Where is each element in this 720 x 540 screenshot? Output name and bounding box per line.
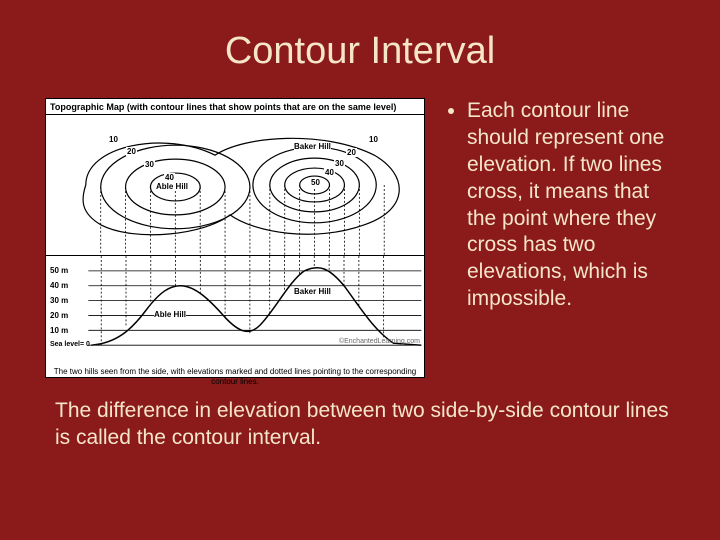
contour-label-40: 40 bbox=[164, 173, 175, 182]
axis-20m: 20 m bbox=[50, 311, 68, 320]
contour-label-30-r: 30 bbox=[334, 159, 345, 168]
diagram-container: Topographic Map (with contour lines that… bbox=[45, 98, 425, 378]
contour-label-50-r: 50 bbox=[310, 178, 321, 187]
contour-label-10-r: 10 bbox=[368, 135, 379, 144]
axis-50m: 50 m bbox=[50, 266, 68, 275]
slide: Contour Interval Topographic Map (with c… bbox=[0, 0, 720, 540]
axis-30m: 30 m bbox=[50, 296, 68, 305]
diagram-heading: Topographic Map (with contour lines that… bbox=[46, 99, 424, 115]
baker-hill-label-profile: Baker Hill bbox=[294, 288, 331, 296]
side-bullet: Each contour line should represent one e… bbox=[467, 98, 675, 313]
diagram-caption: The two hills seen from the side, with e… bbox=[46, 365, 424, 388]
diagram-attribution: ©EnchantedLearning.com bbox=[339, 338, 420, 345]
topographic-diagram: Topographic Map (with contour lines that… bbox=[45, 98, 425, 378]
slide-title: Contour Interval bbox=[45, 30, 675, 73]
contour-label-40-r: 40 bbox=[324, 168, 335, 177]
axis-10m: 10 m bbox=[50, 326, 68, 335]
bottom-text: The difference in elevation between two … bbox=[45, 398, 675, 452]
contour-top-view: 10 20 30 40 10 20 30 40 50 Able Hill Bak… bbox=[46, 115, 424, 255]
content-row: Topographic Map (with contour lines that… bbox=[45, 98, 675, 378]
contour-label-10: 10 bbox=[108, 135, 119, 144]
elevation-profile: 50 m 40 m 30 m 20 m 10 m Sea level= 0 Ab… bbox=[46, 255, 424, 365]
contour-label-30: 30 bbox=[144, 160, 155, 169]
baker-hill-label-top: Baker Hill bbox=[294, 143, 331, 151]
able-hill-label-top: Able Hill bbox=[156, 183, 188, 191]
contour-label-20-r: 20 bbox=[346, 148, 357, 157]
able-hill-label-profile: Able Hill bbox=[154, 310, 186, 319]
axis-sea-level: Sea level= 0 bbox=[50, 341, 90, 348]
profile-svg bbox=[46, 256, 424, 365]
axis-40m: 40 m bbox=[50, 281, 68, 290]
contour-label-20: 20 bbox=[126, 147, 137, 156]
side-text: Each contour line should represent one e… bbox=[445, 98, 675, 313]
